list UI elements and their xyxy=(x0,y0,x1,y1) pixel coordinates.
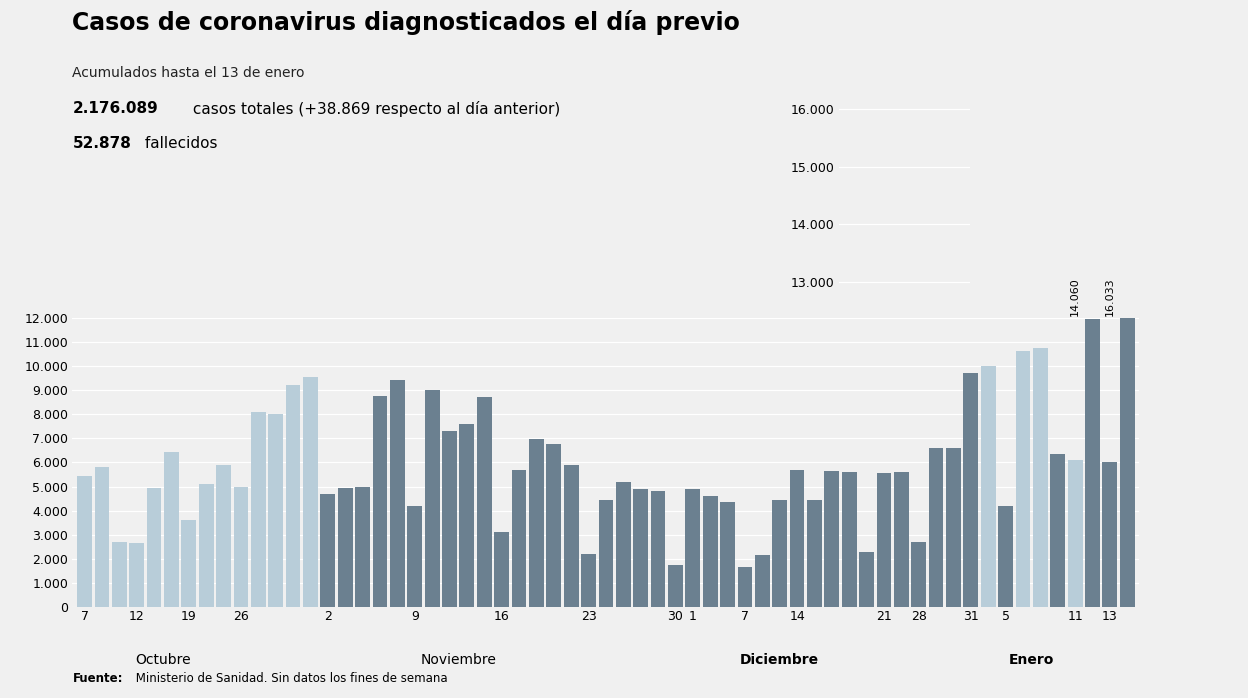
Bar xyxy=(216,465,231,607)
Bar xyxy=(181,521,196,607)
Bar xyxy=(424,390,439,607)
Bar xyxy=(755,556,770,607)
Bar xyxy=(703,496,718,607)
Text: 16.033: 16.033 xyxy=(1104,278,1114,316)
Bar xyxy=(286,385,301,607)
Bar xyxy=(633,489,648,607)
Bar xyxy=(894,472,909,607)
Bar xyxy=(773,500,787,607)
Bar xyxy=(1119,221,1134,607)
Bar xyxy=(303,377,318,607)
Bar xyxy=(233,487,248,607)
Text: Noviembre: Noviembre xyxy=(421,653,497,667)
Bar xyxy=(321,493,336,607)
Bar xyxy=(650,491,665,607)
Bar xyxy=(529,440,544,607)
Bar xyxy=(163,452,178,607)
Bar xyxy=(547,445,562,607)
Bar xyxy=(911,542,926,607)
Bar xyxy=(373,396,387,607)
Bar xyxy=(1102,463,1117,607)
Text: Fuente:: Fuente: xyxy=(72,672,122,685)
Text: 2.176.089: 2.176.089 xyxy=(72,101,158,116)
Text: Ministerio de Sanidad. Sin datos los fines de semana: Ministerio de Sanidad. Sin datos los fin… xyxy=(132,672,448,685)
Bar xyxy=(790,470,805,607)
Bar xyxy=(720,503,735,607)
Text: Diciembre: Diciembre xyxy=(740,653,819,667)
Bar xyxy=(1068,460,1082,607)
Bar xyxy=(807,500,822,607)
Bar xyxy=(1033,348,1048,607)
Bar xyxy=(876,473,891,607)
Text: 14.060: 14.060 xyxy=(1070,278,1080,316)
Bar xyxy=(338,488,353,607)
Bar xyxy=(477,397,492,607)
Bar xyxy=(564,465,579,607)
Bar xyxy=(442,431,457,607)
Bar xyxy=(95,467,110,607)
Bar xyxy=(1051,454,1065,607)
Bar xyxy=(981,366,996,607)
Bar xyxy=(617,482,630,607)
Bar xyxy=(512,470,527,607)
Bar xyxy=(859,551,874,607)
Text: Acumulados hasta el 13 de enero: Acumulados hasta el 13 de enero xyxy=(72,66,305,80)
Bar xyxy=(582,554,595,607)
Bar xyxy=(459,424,474,607)
Bar xyxy=(668,565,683,607)
Bar xyxy=(946,448,961,607)
Text: Casos de coronavirus diagnosticados el día previo: Casos de coronavirus diagnosticados el d… xyxy=(72,10,740,36)
Bar xyxy=(825,471,839,607)
Bar xyxy=(112,542,127,607)
Bar xyxy=(842,472,856,607)
Bar xyxy=(389,380,404,607)
Text: casos totales (+38.869 respecto al día anterior): casos totales (+38.869 respecto al día a… xyxy=(188,101,560,117)
Bar xyxy=(130,543,144,607)
Bar xyxy=(407,506,422,607)
Bar xyxy=(251,412,266,607)
Bar xyxy=(738,567,753,607)
Bar xyxy=(1085,319,1099,607)
Bar xyxy=(77,476,92,607)
Bar xyxy=(494,533,509,607)
Bar xyxy=(198,484,213,607)
Bar xyxy=(1016,351,1031,607)
Bar xyxy=(268,414,283,607)
Bar xyxy=(998,506,1013,607)
Text: 52.878: 52.878 xyxy=(72,136,131,151)
Bar xyxy=(599,500,613,607)
Text: fallecidos: fallecidos xyxy=(140,136,217,151)
Bar xyxy=(929,448,943,607)
Bar xyxy=(356,487,369,607)
Bar xyxy=(147,488,161,607)
Text: Enero: Enero xyxy=(1008,653,1055,667)
Bar xyxy=(963,373,978,607)
Bar xyxy=(685,489,700,607)
Text: Octubre: Octubre xyxy=(135,653,191,667)
